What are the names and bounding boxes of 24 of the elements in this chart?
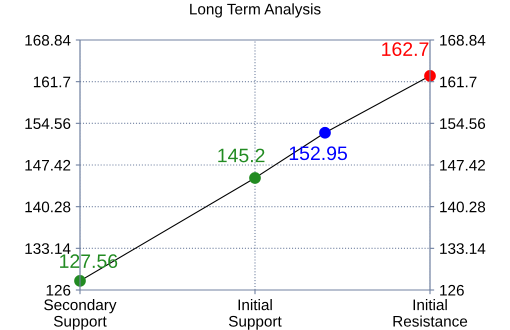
y-tick-label: 168.84 [25, 34, 71, 46]
x-tick-label: Initial Support [228, 299, 282, 330]
y-tick-label: 140.28 [25, 202, 70, 212]
y2-tick-label: 161.7 [440, 76, 476, 88]
y2-tick-label: 133.14 [440, 243, 486, 254]
point [249, 172, 261, 184]
y2-tick-label: 147.42 [440, 160, 485, 171]
data-label: 162.7 [382, 42, 428, 56]
x-tick-label: Initial Resistance [393, 299, 468, 327]
y-tick-label: 147.42 [25, 160, 70, 171]
y-tick-label: 161.7 [34, 76, 70, 88]
chart-title: Long Term Analysis [190, 3, 321, 18]
y2-tick-label: 168.84 [440, 34, 486, 46]
y2-tick-label: 140.28 [440, 202, 486, 212]
data-label: 152.95 [290, 146, 347, 160]
data-label: 145.2 [218, 148, 264, 162]
y2-tick-label: 126 [440, 284, 464, 296]
y-tick-label: 154.56 [25, 118, 70, 130]
x-tick-label: Secondary Support [44, 299, 116, 330]
point [74, 275, 86, 287]
y2-tick-label: 154.56 [440, 118, 486, 130]
y-tick-label: 133.14 [25, 243, 71, 254]
y-tick-label: 126 [46, 284, 70, 296]
point [319, 126, 331, 139]
